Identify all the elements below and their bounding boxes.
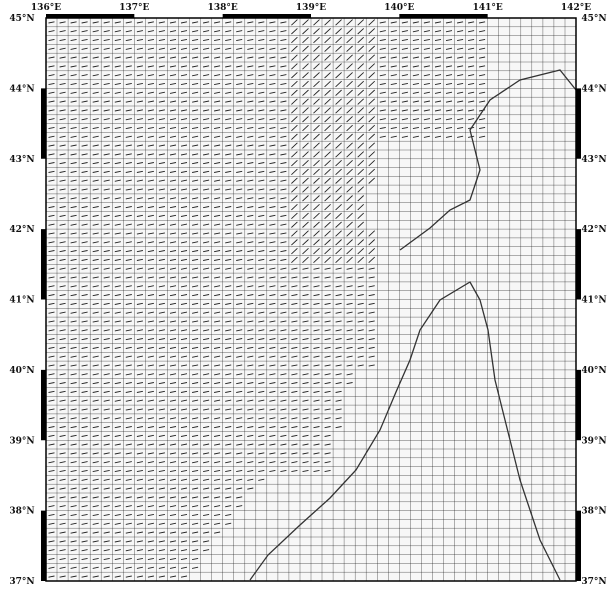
latitude-tick-label-left: 43°N (9, 155, 34, 165)
longitude-tick-label: 138°E (208, 3, 238, 13)
coastline-honshu (249, 281, 561, 581)
longitude-tick-label: 137°E (119, 3, 149, 13)
frame-bar-right (576, 88, 581, 159)
vector-arrows (48, 19, 486, 578)
frame-bar-left (41, 510, 46, 581)
latitude-tick-label-right: 43°N (581, 155, 606, 165)
latitude-tick-label-right: 45°N (581, 14, 606, 24)
longitude-tick-label: 136°E (31, 3, 61, 13)
longitude-tick-label: 139°E (296, 3, 326, 13)
coastline-hokkaido (399, 69, 577, 251)
longitude-tick-label: 141°E (473, 3, 503, 13)
latitude-tick-label-left: 44°N (9, 84, 34, 94)
latitude-tick-label-right: 41°N (581, 296, 606, 306)
coastline-layer (249, 69, 577, 581)
latitude-tick-label-right: 42°N (581, 225, 606, 235)
frame-bar-top (46, 14, 135, 18)
frame-bar-right (576, 510, 581, 581)
longitude-tick-label: 140°E (384, 3, 414, 13)
frame-bar-left (41, 88, 46, 159)
latitude-tick-label-left: 38°N (9, 507, 34, 517)
axis-labels: 136°E 137°E 138°E 139°E 140°E 141°E 142°E45°N 4… (9, 3, 606, 587)
latitude-tick-label-right: 37°N (581, 577, 606, 587)
frame-bar-top (222, 14, 311, 18)
latitude-tick-label-left: 37°N (9, 577, 34, 587)
frame-bar-right (576, 369, 581, 441)
frame-bar-right (576, 229, 581, 300)
latitude-tick-label-left: 41°N (9, 296, 34, 306)
frame-bar-left (41, 229, 46, 300)
latitude-tick-label-left: 42°N (9, 225, 34, 235)
latitude-tick-label-left: 45°N (9, 14, 34, 24)
vector-field-layer (48, 19, 486, 578)
longitude-tick-label: 142°E (561, 3, 591, 13)
latitude-tick-label-right: 40°N (581, 366, 606, 376)
latitude-tick-label-right: 38°N (581, 507, 606, 517)
frame-bar-top (399, 14, 488, 18)
latitude-tick-label-left: 39°N (9, 436, 34, 446)
latitude-tick-label-left: 40°N (9, 366, 34, 376)
frame-bar-left (41, 369, 46, 441)
latitude-tick-label-right: 44°N (581, 84, 606, 94)
map-frame (41, 14, 581, 582)
latitude-tick-label-right: 39°N (581, 436, 606, 446)
